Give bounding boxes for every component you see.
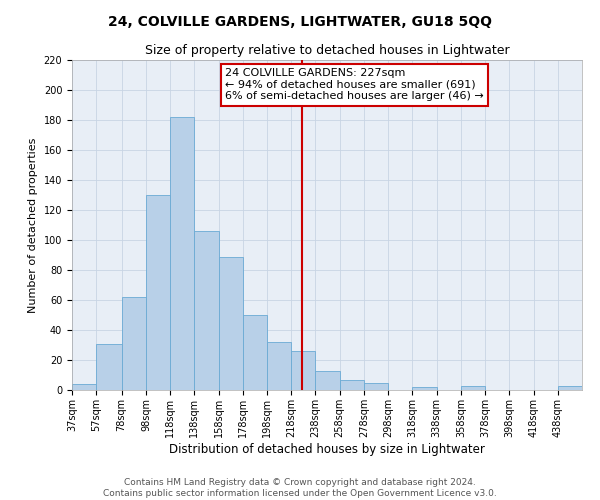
X-axis label: Distribution of detached houses by size in Lightwater: Distribution of detached houses by size … [169, 442, 485, 456]
Bar [218, 256, 243, 390]
Bar [96, 344, 122, 390]
Bar [267, 342, 291, 390]
Title: Size of property relative to detached houses in Lightwater: Size of property relative to detached ho… [145, 44, 509, 58]
Text: 24 COLVILLE GARDENS: 227sqm
← 94% of detached houses are smaller (691)
6% of sem: 24 COLVILLE GARDENS: 227sqm ← 94% of det… [225, 68, 484, 102]
Bar [412, 387, 437, 390]
Text: Contains HM Land Registry data © Crown copyright and database right 2024.
Contai: Contains HM Land Registry data © Crown c… [103, 478, 497, 498]
Bar [170, 117, 194, 390]
Y-axis label: Number of detached properties: Number of detached properties [28, 138, 38, 312]
Bar [461, 386, 485, 390]
Bar [122, 297, 146, 390]
Bar [558, 386, 582, 390]
Bar [364, 382, 388, 390]
Bar [243, 315, 267, 390]
Bar [72, 384, 96, 390]
Bar [316, 370, 340, 390]
Bar [291, 351, 316, 390]
Bar [194, 231, 218, 390]
Text: 24, COLVILLE GARDENS, LIGHTWATER, GU18 5QQ: 24, COLVILLE GARDENS, LIGHTWATER, GU18 5… [108, 15, 492, 29]
Bar [146, 195, 170, 390]
Bar [340, 380, 364, 390]
